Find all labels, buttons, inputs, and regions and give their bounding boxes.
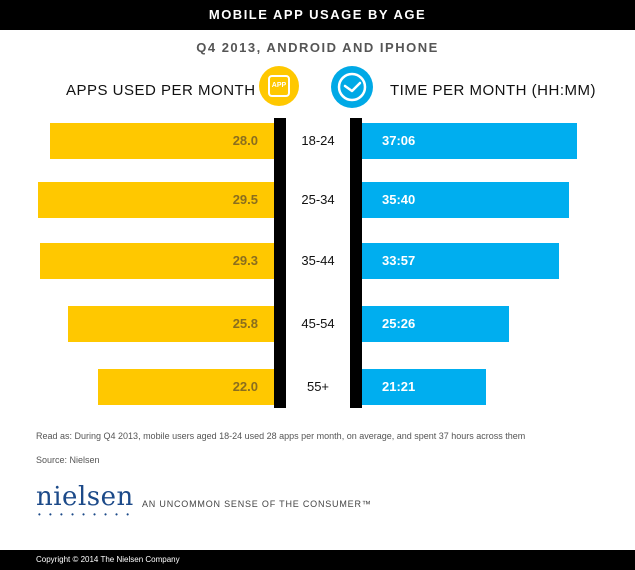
apps-bar-35-44: [39, 243, 274, 279]
clock-icon-graphic: [337, 72, 367, 102]
app-icon-label: APP: [268, 75, 290, 97]
apps-heading: APPS USED PER MONTH: [66, 82, 256, 99]
time-value-label: 33:57: [382, 253, 416, 268]
read-as-note: Read as: During Q4 2013, mobile users ag…: [36, 431, 526, 441]
time-bar-45-54: [362, 306, 510, 342]
time-bar-35-44: [362, 243, 559, 279]
time-value-label: 25:26: [382, 316, 416, 331]
apps-bar-55+: [98, 369, 274, 405]
nielsen-logo: nielsen: [36, 482, 134, 512]
tagline: AN UNCOMMON SENSE OF THE CONSUMER™: [142, 499, 372, 509]
apps-value-label: 29.3: [232, 253, 258, 268]
time-bar-18-24: [362, 123, 578, 159]
time-value-label: 37:06: [382, 133, 416, 148]
left-divider: [274, 118, 286, 408]
right-divider: [350, 118, 362, 408]
apps-value-label: 29.5: [232, 192, 258, 207]
source-note: Source: Nielsen: [36, 455, 100, 465]
apps-bar-18-24: [50, 123, 274, 159]
bar-chart: 28.0 37:06 18-24 29.5 35:40 25-34 29.3 33:57 35-…: [38, 123, 578, 405]
age-category-label: 18-24: [301, 133, 335, 148]
chart-subtitle: Q4 2013, ANDROID AND IPHONE: [196, 40, 439, 55]
nielsen-logo-dots: • • • • • • • • •: [38, 510, 132, 519]
time-heading: TIME PER MONTH (HH:MM): [390, 82, 596, 99]
age-category-label: 35-44: [301, 253, 335, 268]
footer: Copyright © 2014 The Nielsen Company: [0, 550, 635, 570]
apps-value-label: 22.0: [232, 379, 258, 394]
copyright: Copyright © 2014 The Nielsen Company: [36, 555, 180, 564]
time-value-label: 21:21: [382, 379, 416, 394]
age-category-label: 25-34: [301, 192, 335, 207]
time-bar-55+: [362, 369, 486, 405]
age-category-label: 45-54: [301, 316, 335, 331]
time-bar-25-34: [362, 182, 569, 218]
apps-value-label: 25.8: [232, 316, 258, 331]
chart-title: MOBILE APP USAGE BY AGE: [0, 0, 635, 30]
app-icon: APP: [259, 66, 299, 106]
clock-icon: [331, 66, 373, 108]
time-value-label: 35:40: [382, 192, 416, 207]
apps-bar-25-34: [38, 182, 274, 218]
apps-bar-45-54: [67, 306, 274, 342]
apps-value-label: 28.0: [232, 133, 258, 148]
age-category-label: 55+: [306, 379, 330, 394]
